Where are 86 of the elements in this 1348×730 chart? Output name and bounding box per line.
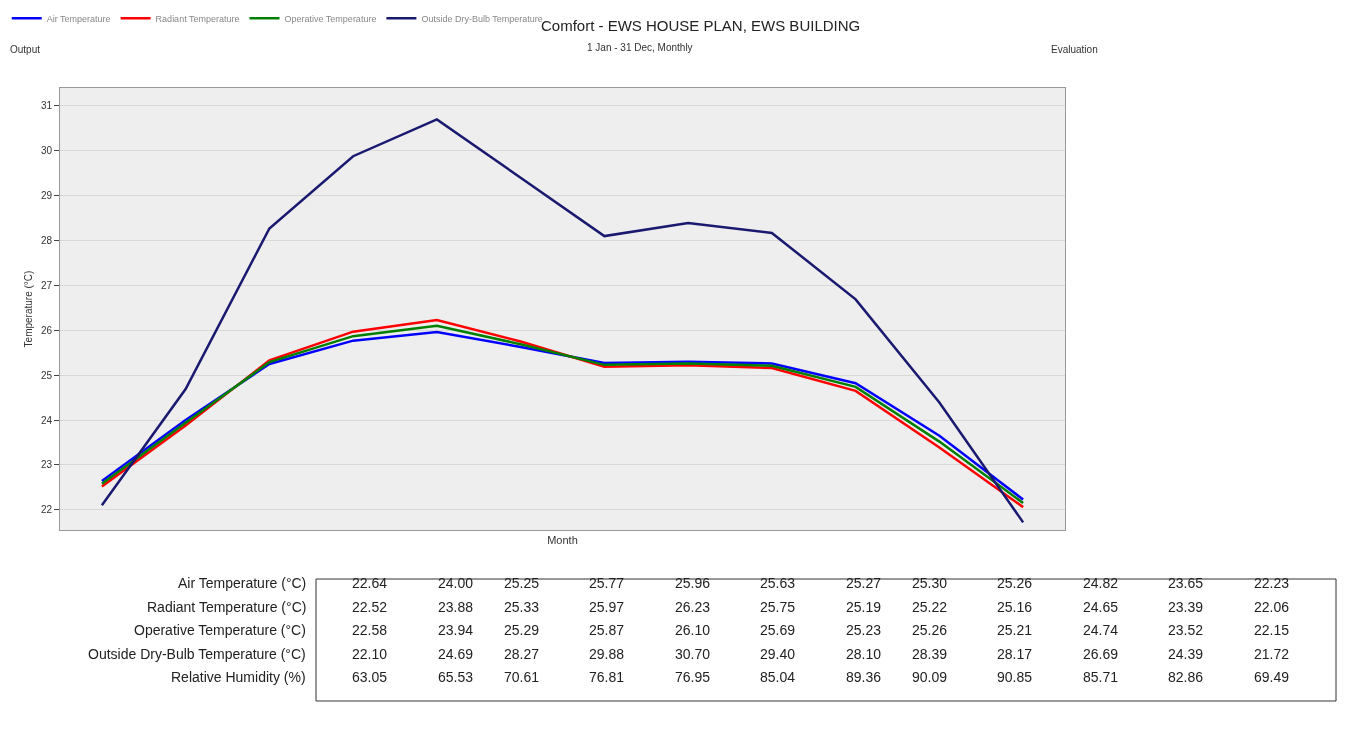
text: 24.00 (438, 575, 474, 591)
y-tick-label: 22 (40, 504, 53, 516)
legend-label: Air Temperature (46, 13, 111, 24)
y-tick-label: 24 (40, 414, 53, 426)
text: 69.49 (1254, 669, 1290, 685)
text: 28.17 (997, 646, 1033, 662)
text: 90.85 (997, 669, 1033, 685)
text: 25.69 (760, 622, 796, 638)
text: 28.27 (504, 646, 540, 662)
text: 85.04 (760, 669, 796, 685)
chart-title: Comfort - EWS HOUSE PLAN, EWS BUILDING (541, 17, 861, 34)
text: 23.94 (438, 622, 474, 638)
text: 90.09 (912, 669, 948, 685)
text: 76.81 (589, 669, 625, 685)
text: Relative Humidity (%) (171, 669, 306, 685)
text: 28.39 (912, 646, 948, 662)
text: 28.10 (846, 646, 882, 662)
text: 25.23 (846, 622, 882, 638)
text: 23.39 (1168, 599, 1204, 615)
text: 22.58 (352, 622, 388, 638)
text: 22.64 (352, 575, 388, 591)
text: Evaluation (1051, 44, 1098, 55)
text: 22.23 (1254, 575, 1290, 591)
text: 24.74 (1083, 622, 1119, 638)
chart-subtitle: 1 Jan - 31 Dec, Monthly (587, 42, 693, 53)
text: 25.26 (912, 622, 948, 638)
text: 25.77 (589, 575, 625, 591)
text: Radiant Temperature (°C) (147, 599, 307, 615)
text: 25.21 (997, 622, 1033, 638)
legend-label: Operative Temperature (284, 13, 377, 24)
text: 24.82 (1083, 575, 1119, 591)
text: 25.33 (504, 599, 540, 615)
text: 26.10 (675, 622, 711, 638)
line-series (100, 118, 1025, 524)
text: 29.88 (589, 646, 625, 662)
text: 25.96 (675, 575, 711, 591)
text: 24.65 (1083, 599, 1119, 615)
text: Output (10, 44, 41, 55)
y-tick-label: 23 (40, 459, 53, 471)
text: 25.26 (997, 575, 1033, 591)
text: 26.23 (675, 599, 711, 615)
text: 22.15 (1254, 622, 1290, 638)
text: 23.88 (438, 599, 474, 615)
text: 25.22 (912, 599, 948, 615)
text: 23.52 (1168, 622, 1204, 638)
text: 25.63 (760, 575, 796, 591)
text: 22.52 (352, 599, 388, 615)
text: 63.05 (352, 669, 388, 685)
text: 22.10 (352, 646, 388, 662)
text: 22.06 (1254, 599, 1290, 615)
text: 76.95 (675, 669, 711, 685)
x-axis-title: Month (547, 534, 578, 547)
y-tick-label: 26 (40, 324, 53, 336)
y-tick-label: 27 (40, 279, 53, 291)
text: 82.86 (1168, 669, 1204, 685)
y-tick-label: 25 (40, 369, 53, 381)
text: 26.69 (1083, 646, 1119, 662)
text: 25.16 (997, 599, 1033, 615)
text: 85.71 (1083, 669, 1119, 685)
text: 25.27 (846, 575, 882, 591)
y-tick-label: 29 (40, 190, 53, 202)
text: 89.36 (846, 669, 882, 685)
legend-label: Radiant Temperature (155, 13, 240, 24)
text: Operative Temperature (°C) (134, 622, 306, 638)
text: 25.30 (912, 575, 948, 591)
y-tick-label: 30 (40, 145, 53, 157)
text: 25.25 (504, 575, 540, 591)
text: Outside Dry-Bulb Temperature (°C) (88, 646, 306, 662)
y-tick-label: 31 (40, 100, 53, 112)
text: 30.70 (675, 646, 711, 662)
text: 25.75 (760, 599, 796, 615)
y-tick-label: 28 (40, 235, 53, 247)
text: Air Temperature (°C) (178, 575, 307, 591)
text: 25.29 (504, 622, 540, 638)
text: 65.53 (438, 669, 474, 685)
y-axis-title: Temperature (°C) (22, 270, 34, 348)
text: 70.61 (504, 669, 540, 685)
text: 25.19 (846, 599, 882, 615)
text: 25.87 (589, 622, 625, 638)
text: 21.72 (1254, 646, 1290, 662)
text: 24.39 (1168, 646, 1204, 662)
text: 24.69 (438, 646, 474, 662)
text: 29.40 (760, 646, 796, 662)
text: 25.97 (589, 599, 625, 615)
legend-label: Outside Dry-Bulb Temperature (421, 13, 543, 24)
text: 23.65 (1168, 575, 1204, 591)
